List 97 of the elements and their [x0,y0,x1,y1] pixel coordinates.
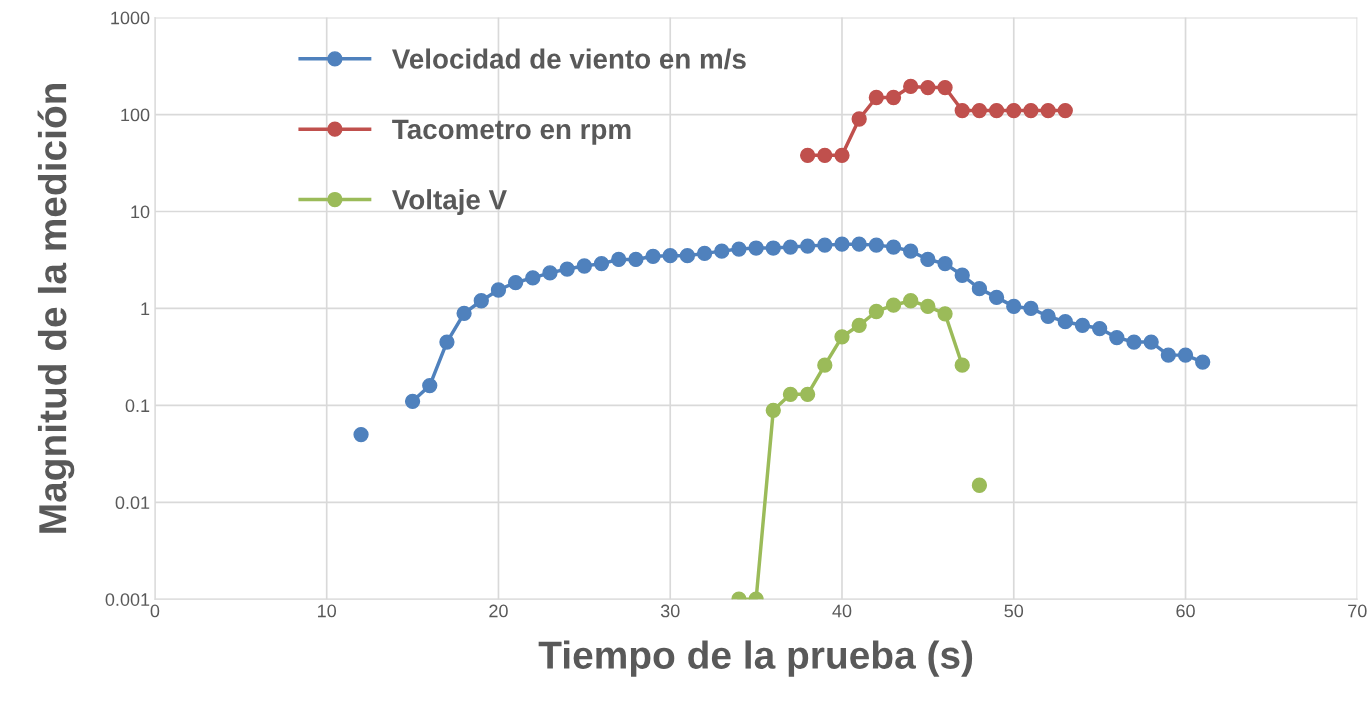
y-tick-label: 100 [121,108,150,122]
point [920,79,936,96]
point [868,89,884,106]
point [817,357,833,373]
point [971,281,988,297]
point [542,265,558,281]
point [920,298,936,315]
point [903,243,919,259]
x-tick-label: 40 [832,604,852,618]
point [971,477,988,493]
point [473,293,489,309]
x-tick-label: 60 [1176,604,1195,618]
x-tick-label: 0 [150,604,160,618]
point [1040,308,1056,324]
point [782,239,799,255]
point [731,241,747,257]
point [954,102,970,119]
point [404,393,421,410]
point [937,255,953,272]
point [1057,314,1073,330]
point [559,261,575,277]
x-tick-label: 10 [318,604,337,618]
point [937,79,953,96]
point [799,386,816,402]
point [817,237,833,253]
point [1160,347,1176,363]
point [954,267,970,283]
point [662,248,678,264]
point [920,251,936,268]
point [885,239,902,255]
y-tick-label: 0.01 [115,496,150,510]
point [1006,298,1022,315]
x-tick-label: 30 [660,604,680,618]
y-axis-title: Magnitud de la medición [37,83,75,533]
y-tick-label: 10 [131,205,150,219]
point [1126,334,1142,350]
point [1074,317,1091,333]
point [765,240,781,256]
y-tick-label: 1000 [111,11,150,25]
point [903,293,919,309]
point [1023,102,1039,119]
point [353,426,369,443]
point [885,297,902,313]
point [1057,102,1073,119]
point [765,402,781,418]
point [714,243,730,259]
point [1092,320,1108,337]
legend-label: Tacometro en rpm [392,119,631,145]
point [1006,102,1022,119]
point [748,240,764,256]
point [1040,102,1056,119]
y-tick-label: 1 [141,302,150,315]
point [988,289,1005,306]
point [937,306,953,322]
point [817,147,833,163]
y-tick-label: 0.001 [105,593,150,606]
point [971,102,988,119]
x-tick-label: 50 [1004,604,1024,618]
x-tick-label: 20 [489,604,508,618]
point [834,147,850,163]
point [851,111,867,127]
point [954,357,970,373]
point [696,245,713,261]
point [1195,354,1211,370]
point [868,303,884,320]
point [679,248,696,264]
point [834,236,850,252]
point [456,305,472,321]
legend-label: Voltaje V [392,189,507,216]
point [799,238,816,254]
point [1109,329,1125,346]
point [628,251,644,268]
point [885,89,902,106]
point [799,147,816,163]
point [851,236,867,252]
point [576,258,592,274]
point [525,270,541,286]
point [611,251,627,268]
point [988,102,1005,119]
point [507,274,524,291]
y-tick-label: 0.1 [125,399,150,413]
point [868,237,884,253]
point [422,377,438,394]
point [903,78,919,95]
point [834,329,850,345]
point [490,282,507,298]
point [1143,334,1159,350]
x-tick-label: 70 [1348,604,1367,618]
point [593,255,610,272]
legend-label: Velocidad de viento en m/s [392,48,746,70]
point [851,317,867,333]
point [645,248,661,264]
x-axis-title: Tiempo de la prueba (s) [538,640,973,677]
point [1177,347,1194,363]
point [1023,300,1039,317]
point [782,386,799,402]
point [439,334,455,350]
